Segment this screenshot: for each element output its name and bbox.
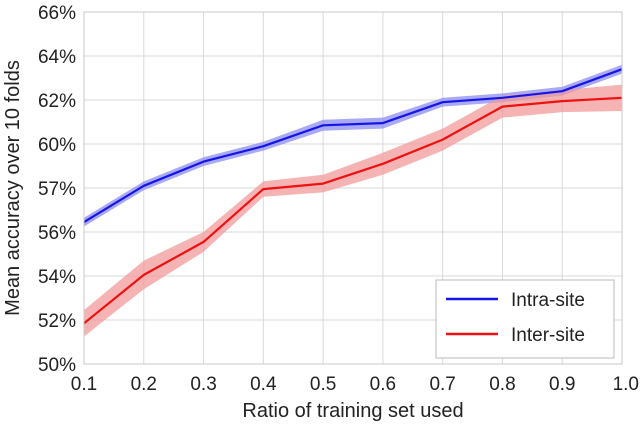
x-tick-label: 0.6 xyxy=(370,374,396,395)
x-tick-labels: 0.1 0.2 0.3 0.4 0.5 0.6 0.7 0.8 0.9 1.0 xyxy=(71,374,639,395)
x-tick-label: 0.1 xyxy=(71,374,97,395)
y-tick-label: 52% xyxy=(38,311,76,332)
y-tick-label: 60% xyxy=(38,135,76,156)
legend-label-inter-site: Inter-site xyxy=(511,325,585,346)
x-tick-label: 1.0 xyxy=(613,374,639,395)
series-line-intra-site xyxy=(83,68,623,224)
y-tick-labels: 50% 52% 54% 56% 57% 60% 62% 64% 66% xyxy=(38,3,76,376)
legend-box xyxy=(435,279,615,359)
x-tick-label: 0.2 xyxy=(131,374,157,395)
confidence-bands xyxy=(84,64,622,337)
y-tick-label: 54% xyxy=(38,267,76,288)
y-tick-label: 64% xyxy=(38,47,76,68)
x-tick-label: 0.7 xyxy=(429,374,455,395)
plot-frame xyxy=(83,11,623,365)
x-axis-label: Ratio of training set used xyxy=(242,400,463,422)
series-line-inter-site xyxy=(83,96,623,325)
y-tick-label: 62% xyxy=(38,91,76,112)
y-tick-label: 56% xyxy=(38,223,76,244)
y-axis-label: Mean accuracy over 10 folds xyxy=(2,60,24,316)
x-tick-label: 0.3 xyxy=(190,374,216,395)
legend-label-intra-site: Intra-site xyxy=(511,290,585,311)
legend: Intra-site Inter-site xyxy=(435,279,615,359)
x-tick-label: 0.5 xyxy=(310,374,336,395)
series-lines xyxy=(83,68,623,325)
y-tick-label: 50% xyxy=(38,355,76,376)
confidence-band-inter-site xyxy=(84,84,622,337)
y-tick-label: 66% xyxy=(38,3,76,24)
x-tick-label: 0.9 xyxy=(549,374,575,395)
x-tick-label: 0.4 xyxy=(250,374,277,395)
y-tick-label: 57% xyxy=(38,179,76,200)
x-tick-label: 0.8 xyxy=(489,374,515,395)
